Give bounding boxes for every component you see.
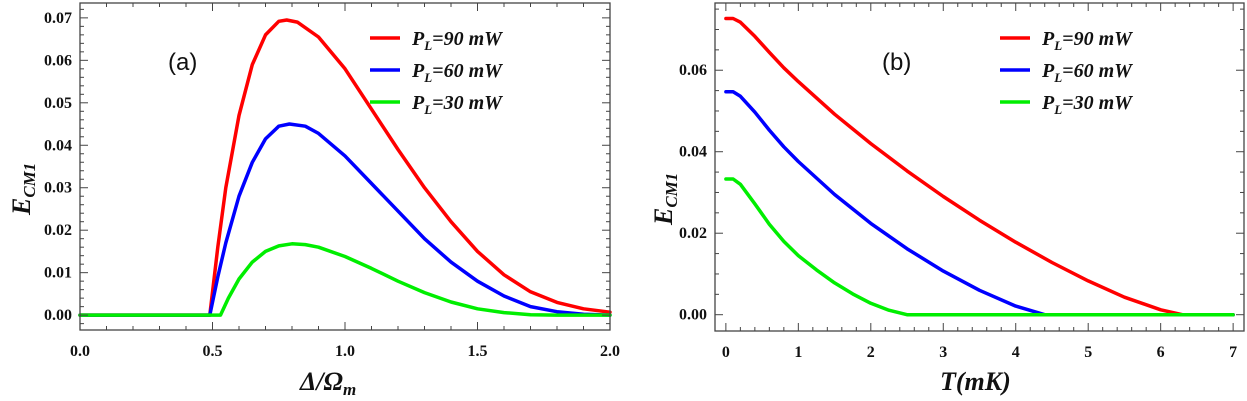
plot-frame xyxy=(79,2,611,331)
x-tick-label: 0 xyxy=(722,344,730,361)
legend-item: PL=30 mW xyxy=(1000,92,1133,117)
x-tick-label: 1 xyxy=(794,344,802,361)
legend-item: PL=60 mW xyxy=(370,60,503,85)
y-tick-label: 0.00 xyxy=(679,307,707,324)
x-tick-label: 6 xyxy=(1157,344,1165,361)
series-line-2 xyxy=(724,90,1235,317)
x-tick-label: 0.5 xyxy=(203,343,223,360)
plot-curves xyxy=(724,16,1235,317)
y-tick-label: 0.06 xyxy=(679,62,707,79)
x-tick-label: 2 xyxy=(867,344,875,361)
series-line-1 xyxy=(724,16,1235,317)
x-tick-label: 0.0 xyxy=(70,343,90,360)
y-tick-label: 0.02 xyxy=(44,222,72,239)
x-tick-labels: 0 1 2 3 4 5 6 7 xyxy=(722,344,1237,361)
series-line-2 xyxy=(78,122,612,317)
panel-label: (a) xyxy=(168,49,197,76)
series-line-3 xyxy=(724,177,1235,317)
legend-label: PL=60 mW xyxy=(1041,60,1133,85)
plot-frame xyxy=(714,2,1245,332)
y-tick-label: 0.04 xyxy=(44,137,72,154)
y-tick-label: 0.02 xyxy=(679,225,707,242)
panel-label: (b) xyxy=(882,49,911,76)
y-tick-label: 0.03 xyxy=(44,180,72,197)
legend-item: PL=90 mW xyxy=(370,28,503,53)
x-tick-label: 4 xyxy=(1012,344,1020,361)
x-tick-label: 2.0 xyxy=(600,343,620,360)
y-tick-label: 0.06 xyxy=(44,52,72,69)
axis-ticks xyxy=(79,3,611,330)
legend-label: PL=30 mW xyxy=(1041,92,1133,117)
x-tick-label: 3 xyxy=(939,344,947,361)
legend: PL=90 mW PL=60 mW PL=30 mW xyxy=(370,28,503,117)
y-axis-label: ECM1 xyxy=(649,173,681,226)
x-axis-label: T(mK) xyxy=(940,367,1011,396)
legend-label: PL=90 mW xyxy=(411,28,503,53)
x-axis-label: Δ/Ωm xyxy=(299,367,356,399)
series-line-1 xyxy=(78,18,612,317)
legend-label: PL=60 mW xyxy=(411,60,503,85)
legend-item: PL=30 mW xyxy=(370,92,503,117)
y-axis-label: ECM1 xyxy=(7,163,39,216)
y-tick-label: 0.04 xyxy=(679,144,707,161)
axis-ticks xyxy=(715,3,1244,331)
panel-a: 0.0 0.5 1.0 1.5 2.0 0.00 0.01 0.02 0.03 0.04 0.05… xyxy=(7,2,620,399)
y-tick-label: 0.05 xyxy=(44,95,72,112)
x-tick-label: 1.5 xyxy=(468,343,488,360)
legend: PL=90 mW PL=60 mW PL=30 mW xyxy=(1000,28,1133,117)
x-tick-label: 1.0 xyxy=(335,343,355,360)
legend-item: PL=90 mW xyxy=(1000,28,1133,53)
x-tick-label: 5 xyxy=(1084,344,1092,361)
y-tick-label: 0.01 xyxy=(44,265,72,282)
y-tick-label: 0.07 xyxy=(44,10,72,27)
legend-item: PL=60 mW xyxy=(1000,60,1133,85)
x-tick-labels: 0.0 0.5 1.0 1.5 2.0 xyxy=(70,343,620,360)
series-line-3 xyxy=(78,242,612,317)
x-tick-label: 7 xyxy=(1229,344,1237,361)
legend-label: PL=90 mW xyxy=(1041,28,1133,53)
y-tick-label: 0.00 xyxy=(44,307,72,324)
y-tick-labels: 0.00 0.02 0.04 0.06 xyxy=(679,62,707,323)
legend-label: PL=30 mW xyxy=(411,92,503,117)
y-tick-labels: 0.00 0.01 0.02 0.03 0.04 0.05 0.06 0.07 xyxy=(44,10,72,324)
plot-curves xyxy=(78,18,612,317)
